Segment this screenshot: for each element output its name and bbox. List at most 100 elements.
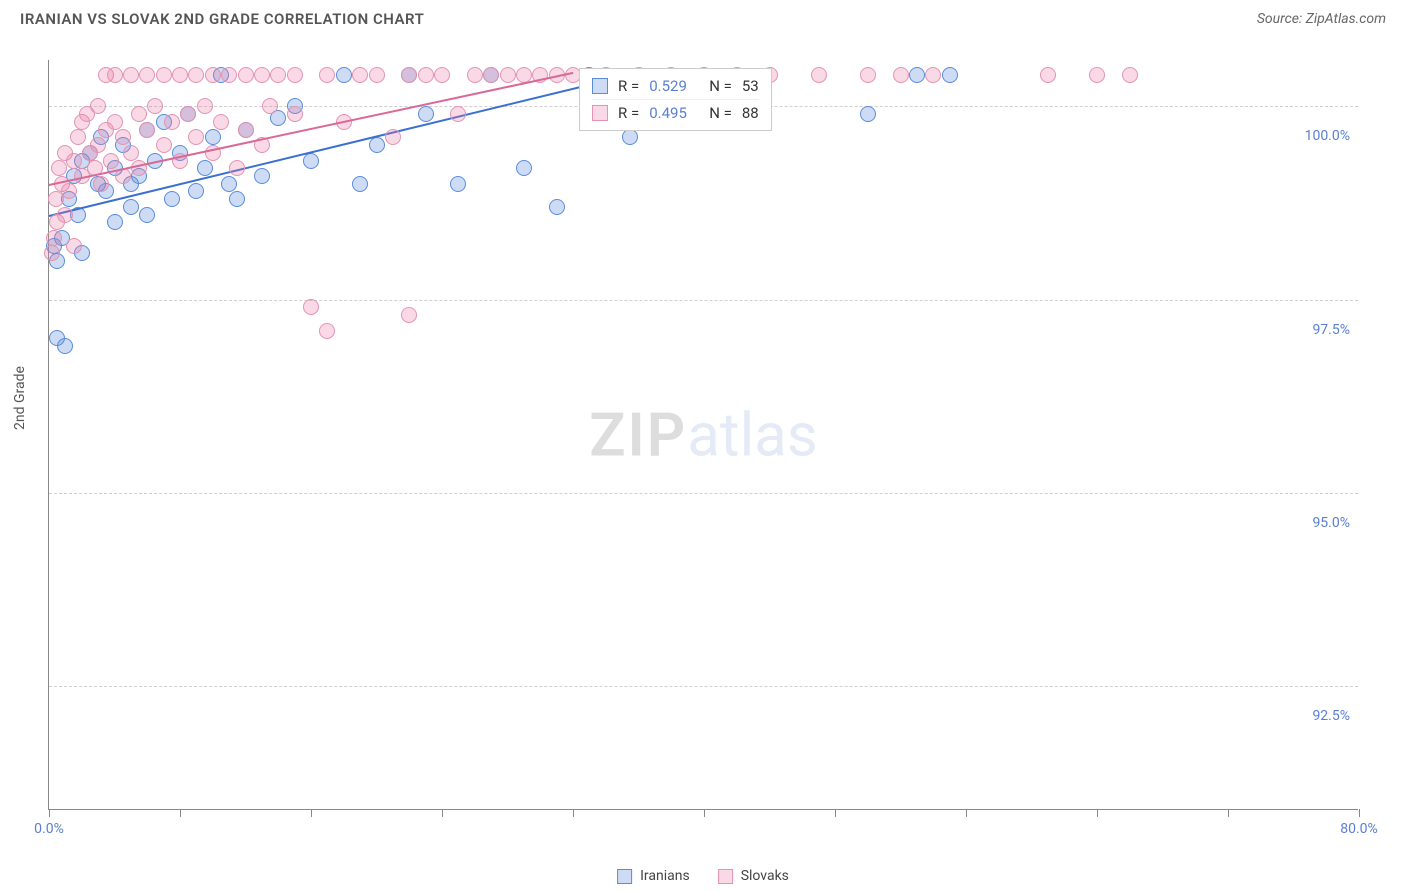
- legend-item-iranians: Iranians: [617, 868, 690, 884]
- scatter-point: [180, 106, 196, 122]
- y-tick-label: 100.0%: [1305, 128, 1350, 144]
- scatter-point: [213, 114, 229, 130]
- y-axis-title: 2nd Grade: [12, 366, 28, 430]
- scatter-point: [66, 238, 82, 254]
- scatter-point: [164, 114, 180, 130]
- y-tick-label: 95.0%: [1312, 515, 1350, 531]
- scatter-point: [44, 245, 60, 261]
- scatter-point: [123, 67, 139, 83]
- header: IRANIAN VS SLOVAK 2ND GRADE CORRELATION …: [20, 10, 1386, 28]
- x-tick-mark: [442, 809, 443, 817]
- scatter-point: [450, 106, 466, 122]
- scatter-point: [46, 230, 62, 246]
- scatter-point: [467, 67, 483, 83]
- scatter-point: [156, 137, 172, 153]
- scatter-point: [483, 67, 499, 83]
- scatter-point: [434, 67, 450, 83]
- gridline-h: [49, 686, 1358, 687]
- scatter-point: [123, 199, 139, 215]
- scatter-point: [188, 129, 204, 145]
- scatter-point: [61, 183, 77, 199]
- scatter-point: [172, 67, 188, 83]
- legend-label-iranians: Iranians: [640, 868, 690, 884]
- scatter-point: [90, 137, 106, 153]
- legend-n-label: N =: [709, 77, 732, 95]
- scatter-point: [909, 67, 925, 83]
- scatter-point: [622, 129, 638, 145]
- watermark-zip: ZIP: [589, 399, 687, 470]
- scatter-point: [516, 160, 532, 176]
- scatter-point: [270, 67, 286, 83]
- source-label: Source: ZipAtlas.com: [1257, 11, 1386, 27]
- scatter-point: [107, 67, 123, 83]
- legend-n-value: 88: [742, 104, 759, 122]
- scatter-point: [229, 191, 245, 207]
- scatter-point: [107, 214, 123, 230]
- scatter-point: [385, 129, 401, 145]
- x-tick-mark: [180, 809, 181, 817]
- scatter-point: [254, 67, 270, 83]
- scatter-point: [1122, 67, 1138, 83]
- legend-n-value: 53: [742, 77, 759, 95]
- scatter-point: [336, 67, 352, 83]
- gridline-h: [49, 300, 1358, 301]
- x-tick-mark: [1097, 809, 1098, 817]
- scatter-point: [123, 145, 139, 161]
- legend-swatch-slovaks: [718, 869, 733, 884]
- scatter-point: [287, 106, 303, 122]
- scatter-point: [303, 299, 319, 315]
- plot-area: ZIPatlas 100.0%97.5%95.0%92.5%0.0%80.0%R…: [48, 60, 1358, 810]
- scatter-point: [103, 153, 119, 169]
- scatter-point: [287, 67, 303, 83]
- legend-swatch-iranians: [617, 869, 632, 884]
- scatter-point: [925, 67, 941, 83]
- scatter-point: [57, 207, 73, 223]
- legend-item-slovaks: Slovaks: [718, 868, 789, 884]
- y-tick-label: 97.5%: [1312, 322, 1350, 338]
- legend-r-value: 0.529: [649, 77, 699, 95]
- trend-line: [49, 72, 573, 186]
- chart-container: IRANIAN VS SLOVAK 2ND GRADE CORRELATION …: [0, 0, 1406, 892]
- legend-r-label: R =: [618, 77, 639, 95]
- stats-legend: R =0.529N =53R =0.495N =88: [579, 68, 772, 131]
- x-tick-mark: [835, 809, 836, 817]
- scatter-point: [229, 160, 245, 176]
- scatter-point: [238, 122, 254, 138]
- x-tick-mark: [573, 809, 574, 817]
- legend-r-value: 0.495: [649, 104, 699, 122]
- scatter-point: [238, 67, 254, 83]
- x-tick-label: 80.0%: [1340, 821, 1378, 837]
- scatter-point: [139, 207, 155, 223]
- scatter-point: [205, 67, 221, 83]
- x-tick-mark: [704, 809, 705, 817]
- scatter-point: [147, 98, 163, 114]
- scatter-point: [369, 67, 385, 83]
- scatter-point: [197, 160, 213, 176]
- x-tick-mark: [1359, 809, 1360, 817]
- scatter-point: [418, 106, 434, 122]
- x-tick-mark: [49, 809, 50, 817]
- x-tick-label: 0.0%: [34, 821, 64, 837]
- y-tick-label: 92.5%: [1312, 708, 1350, 724]
- legend-swatch: [592, 105, 608, 121]
- scatter-point: [1040, 67, 1056, 83]
- chart-title: IRANIAN VS SLOVAK 2ND GRADE CORRELATION …: [20, 10, 424, 28]
- scatter-point: [811, 67, 827, 83]
- scatter-point: [107, 114, 123, 130]
- scatter-point: [205, 129, 221, 145]
- scatter-point: [164, 191, 180, 207]
- scatter-point: [352, 67, 368, 83]
- stats-legend-row: R =0.495N =88: [592, 99, 759, 124]
- scatter-point: [115, 129, 131, 145]
- scatter-point: [221, 67, 237, 83]
- bottom-legend: Iranians Slovaks: [617, 868, 789, 884]
- scatter-point: [369, 137, 385, 153]
- scatter-point: [221, 176, 237, 192]
- scatter-point: [549, 199, 565, 215]
- scatter-point: [93, 176, 109, 192]
- scatter-point: [319, 67, 335, 83]
- scatter-point: [66, 153, 82, 169]
- scatter-point: [70, 129, 86, 145]
- scatter-point: [303, 153, 319, 169]
- legend-r-label: R =: [618, 104, 639, 122]
